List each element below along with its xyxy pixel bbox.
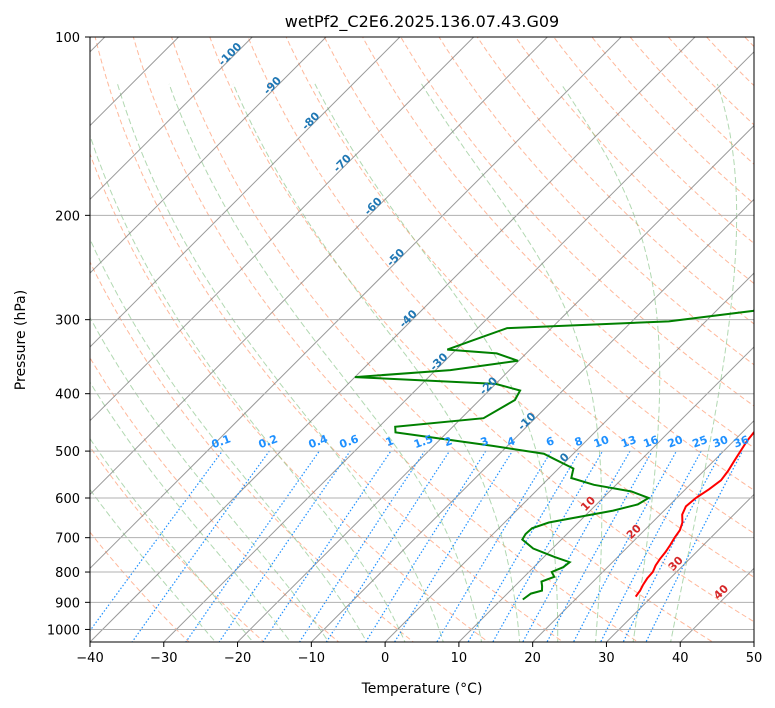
- profiles: [354, 309, 754, 601]
- mixing-ratio-label: 8: [573, 434, 585, 449]
- mixing-ratio-label: 6: [544, 434, 556, 449]
- dry-adiabat: [629, 37, 754, 165]
- dry-adiabat: [94, 37, 564, 642]
- x-tick-label: 0: [381, 651, 389, 666]
- isotherm: [90, 37, 401, 348]
- x-tick-label: 10: [451, 651, 468, 666]
- dry-adiabat: [247, 37, 754, 578]
- dry-adiabat: [209, 37, 754, 623]
- y-tick-label: 800: [55, 566, 80, 581]
- y-tick-label: 400: [55, 388, 80, 403]
- dry-adiabat: [476, 37, 754, 325]
- dry-adiabat: [90, 356, 340, 642]
- moist-adiabat: [314, 83, 559, 642]
- y-tick-label: 500: [55, 445, 80, 460]
- moist-adiabat: [90, 488, 217, 642]
- y-tick-label: 900: [55, 596, 80, 611]
- x-tick-label: −30: [150, 651, 177, 666]
- mixing-ratio-label: 0.1: [210, 432, 233, 451]
- isotherm: [90, 37, 549, 496]
- isotherm: [90, 37, 254, 201]
- x-axis: −40 −30 −20 −10 0 10 20 30 40 50: [76, 642, 762, 666]
- mixing-ratio-label: 25: [691, 433, 710, 450]
- dry-adiabat: [132, 37, 639, 642]
- x-tick-label: 40: [672, 651, 689, 666]
- dry-adiabat: [438, 37, 754, 366]
- moist-adiabat: [117, 83, 444, 642]
- dry-adiabat: [90, 152, 490, 642]
- mixing-ratio-label: 13: [619, 433, 638, 450]
- pressure-gridlines: [90, 37, 754, 630]
- y-tick-label: 1000: [47, 623, 80, 638]
- y-tick-label: 700: [55, 532, 80, 547]
- chart-title: wetPf2_C2E6.2025.136.07.43.G09: [285, 12, 559, 32]
- mixing-ratio-label: 0.2: [257, 432, 280, 451]
- moist-adiabat: [421, 83, 603, 642]
- temperature-line: [634, 430, 754, 598]
- isotherm: [163, 51, 754, 642]
- isotherm: [90, 37, 475, 422]
- dry-adiabat: [362, 37, 754, 449]
- dry-adiabat: [553, 37, 754, 245]
- moist-adiabat: [90, 134, 406, 642]
- x-axis-label: Temperature (°C): [361, 681, 483, 697]
- isotherm: [236, 124, 754, 642]
- mixing-ratio-label: 1: [384, 434, 396, 449]
- isotherm: [310, 198, 754, 642]
- mixing-ratio-label: 0.4: [307, 432, 330, 451]
- mixing-ratio-label: 4: [505, 434, 517, 449]
- x-tick-label: 50: [746, 651, 763, 666]
- y-tick-label: 200: [55, 209, 80, 224]
- isotherm: [605, 493, 754, 642]
- x-tick-label: −40: [76, 651, 103, 666]
- dry-adiabat: [323, 37, 754, 491]
- mixing-ratio-label: 0.6: [338, 432, 361, 451]
- mixing-ratio-label: 16: [642, 433, 661, 451]
- y-axis: 100 200 300 400 500 600 700 800 900 1000: [47, 31, 90, 638]
- mixing-ratio-label: 30: [711, 433, 730, 451]
- mixing-ratio-label: 20: [666, 433, 685, 451]
- y-tick-label: 300: [55, 314, 80, 329]
- moist-adiabat: [168, 83, 483, 642]
- dry-adiabat: [90, 260, 415, 642]
- moist-adiabat: [670, 83, 738, 642]
- mixing-ratio-label: 3: [479, 434, 491, 449]
- x-tick-label: −20: [224, 651, 251, 666]
- moist-adiabat: [232, 83, 521, 642]
- isotherm: [458, 346, 754, 642]
- dewpoint-line: [354, 309, 754, 601]
- dry-adiabat: [90, 446, 265, 642]
- y-tick-label: 600: [55, 492, 80, 507]
- mixing-ratio-label: 36: [732, 433, 751, 451]
- background-lines: [90, 37, 754, 642]
- mixing-ratio-label: 10: [592, 433, 611, 451]
- isotherm: [90, 37, 696, 642]
- isotherm: [90, 37, 327, 274]
- isotherm: [531, 419, 754, 642]
- y-axis-label: Pressure (hPa): [13, 290, 29, 390]
- isotherm: [90, 37, 622, 569]
- y-tick-label: 100: [55, 31, 80, 46]
- isotherm: [384, 272, 754, 642]
- dry-adiabat: [171, 37, 714, 642]
- mixing-ratio-label: 1.5: [412, 432, 435, 451]
- moist-adiabat: [90, 316, 330, 642]
- x-tick-label: 20: [524, 651, 541, 666]
- x-tick-label: −10: [298, 651, 325, 666]
- x-tick-label: 30: [598, 651, 615, 666]
- moist-adiabat: [90, 238, 368, 642]
- plot-frame: [89, 36, 755, 643]
- mixing-ratio-label: 2: [442, 434, 454, 449]
